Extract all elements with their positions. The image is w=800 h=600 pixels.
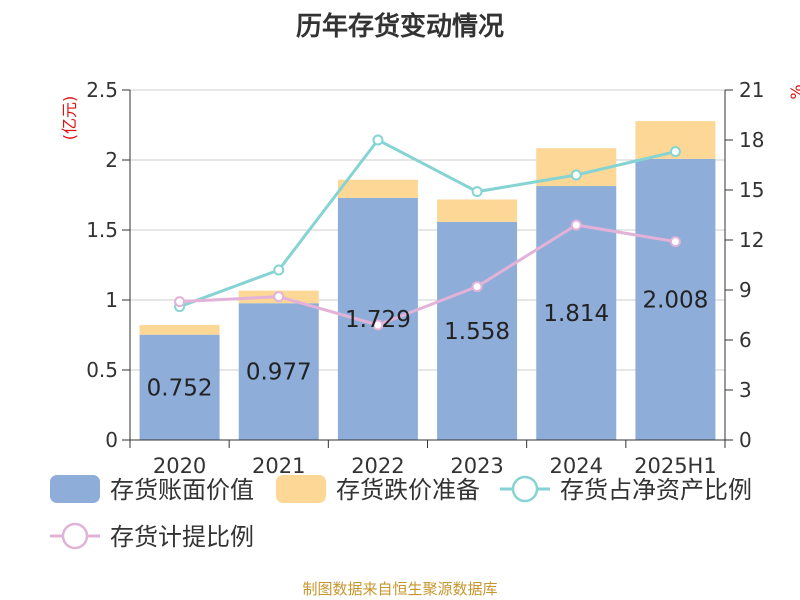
y-right-tick-label: 21 (739, 78, 764, 102)
bar (337, 179, 418, 198)
bar-value-label: 2.008 (642, 287, 708, 313)
bar-value-label: 1.558 (444, 319, 510, 345)
series-point (372, 134, 384, 146)
legend-label: 存货跌价准备 (336, 476, 480, 504)
y-right-axis-label: % (787, 84, 800, 99)
bar (337, 197, 418, 440)
bar (437, 221, 518, 440)
series-point (669, 146, 681, 158)
legend-swatch (50, 475, 100, 503)
axes: 0 0.5 1 1.5 2 2.5 0 3 6 9 12 15 18 21 2020 2021 2022 2023… (60, 78, 800, 478)
chart-title: 历年存货变动情况 (295, 12, 504, 42)
legend-swatch-marker (511, 475, 539, 503)
series-point (570, 219, 582, 231)
legend-swatch (276, 475, 326, 503)
y-right-tick-label: 9 (739, 278, 752, 302)
legend-item: 存货跌价准备 (276, 475, 480, 504)
x-tick-label: 2020 (153, 454, 206, 478)
y-left-tick-label: 0.5 (86, 358, 118, 382)
y-left-tick-label: 1.5 (86, 218, 118, 242)
y-right-tick-label: 6 (739, 328, 752, 352)
series-point (471, 186, 483, 198)
bar (139, 334, 220, 440)
y-left-axis-label: (亿元) (60, 96, 79, 141)
series-point (174, 296, 186, 308)
y-left-tick-label: 1 (105, 288, 118, 312)
legend-swatch-marker (61, 522, 89, 550)
x-tick-label: 2023 (450, 454, 503, 478)
series-point (570, 169, 582, 181)
y-right-tick-label: 18 (739, 128, 764, 152)
source-note: 制图数据来自恒生聚源数据库 (302, 580, 498, 598)
series-point (669, 236, 681, 248)
y-right-tick-label: 12 (739, 228, 764, 252)
series-point (471, 281, 483, 293)
lines (174, 134, 681, 331)
y-left-tick-label: 2.5 (86, 78, 118, 102)
bar (635, 158, 716, 440)
x-tick-label: 2025H1 (634, 454, 717, 478)
bar-value-label: 0.977 (246, 360, 312, 386)
bar (437, 199, 518, 222)
bar-value-label: 1.814 (543, 301, 609, 327)
y-right-tick-label: 0 (739, 428, 752, 452)
x-tick-label: 2021 (252, 454, 305, 478)
y-right-tick-label: 3 (739, 378, 752, 402)
x-tick-label: 2022 (351, 454, 404, 478)
legend-label: 存货计提比例 (110, 523, 254, 551)
y-right-tick-label: 15 (739, 178, 764, 202)
x-tick-label: 2024 (550, 454, 603, 478)
legend-item: 存货计提比例 (50, 522, 254, 551)
bar-value-label: 0.752 (147, 375, 213, 401)
y-left-tick-label: 2 (105, 148, 118, 172)
series-point (273, 291, 285, 303)
bar (139, 324, 220, 335)
series-line (179, 138, 676, 309)
series-line (179, 223, 676, 327)
bars (139, 121, 716, 440)
bar (238, 303, 319, 440)
legend-item: 存货占净资产比例 (500, 475, 752, 504)
series-point (273, 264, 285, 276)
bar-value-label: 1.729 (345, 307, 411, 333)
y-left-tick-label: 0 (105, 428, 118, 452)
series-point (372, 319, 384, 331)
legend-label: 存货账面价值 (110, 476, 254, 504)
legend-label: 存货占净资产比例 (560, 476, 752, 504)
data-labels: 0.752 0.977 1.729 1.558 1.814 2.008 (147, 287, 709, 401)
legend-item: 存货账面价值 (50, 475, 254, 504)
